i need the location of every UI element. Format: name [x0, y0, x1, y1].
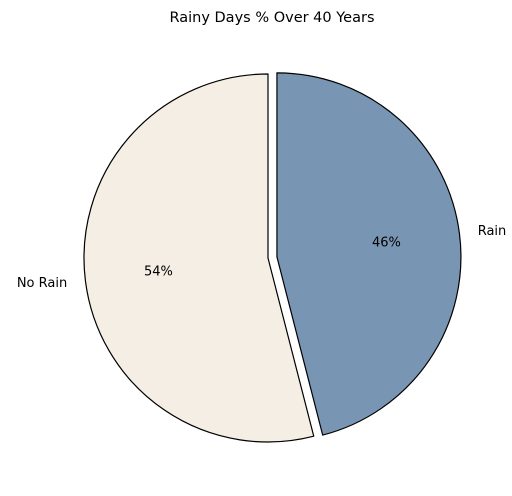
pie-slices — [83, 72, 462, 443]
pie-slice-no-rain — [83, 73, 315, 443]
pie-labels: Rain 46% No Rain 54% — [17, 224, 506, 291]
slice-label-no-rain: No Rain — [17, 276, 67, 291]
pie-slice-rain — [276, 72, 462, 436]
pct-label-rain: 46% — [372, 236, 401, 251]
slice-label-rain: Rain — [478, 224, 507, 239]
chart-title: Rainy Days % Over 40 Years — [169, 10, 374, 26]
pct-label-no-rain: 54% — [144, 264, 173, 279]
